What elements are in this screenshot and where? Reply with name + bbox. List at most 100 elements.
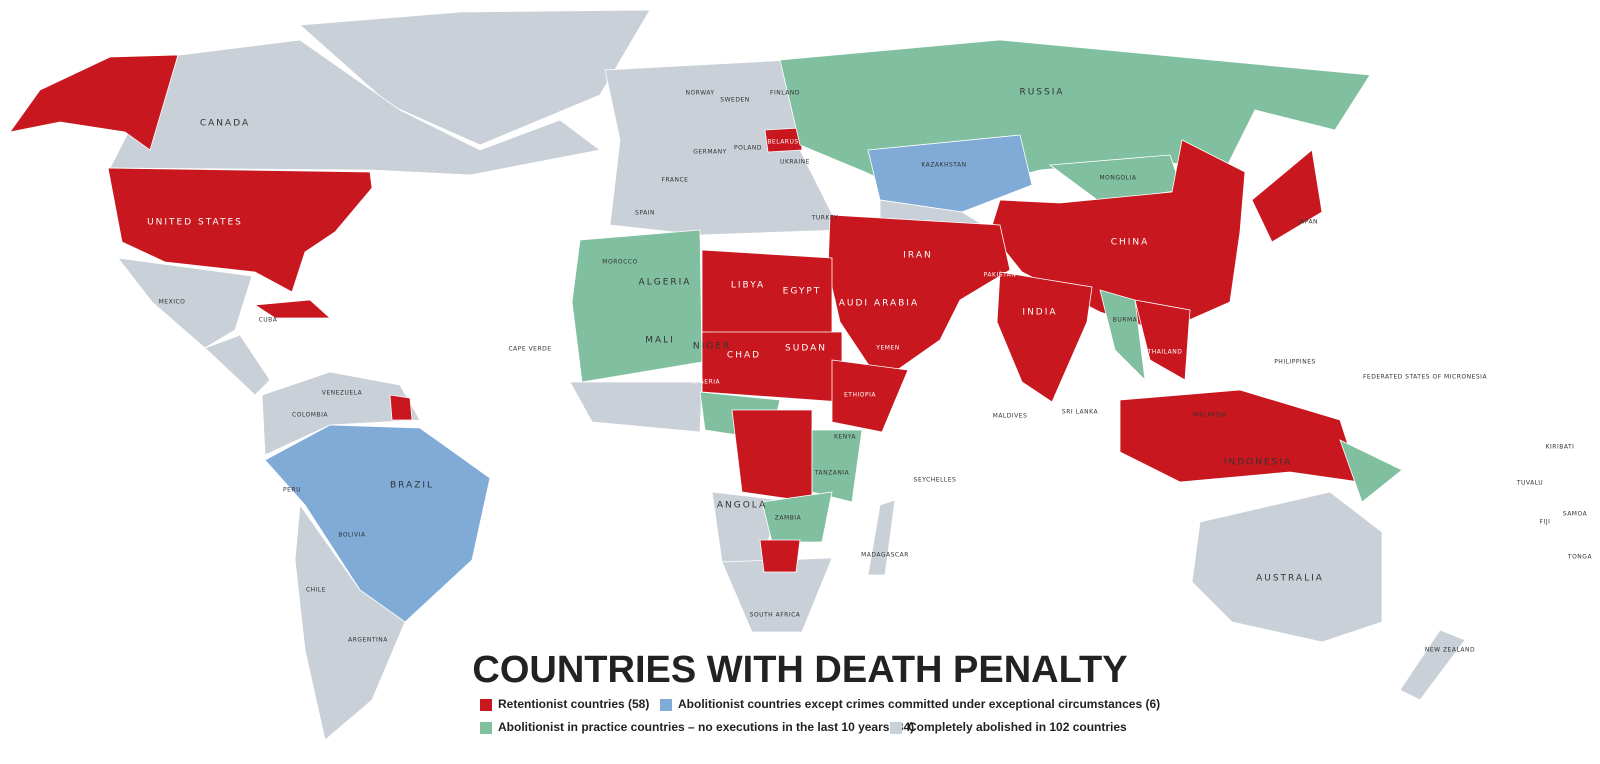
country-label: MOROCCO [602, 259, 637, 266]
new-zealand [1399, 629, 1466, 701]
indonesia [1119, 389, 1361, 483]
country-label: MALI [645, 336, 675, 346]
country-label: SUDAN [785, 344, 827, 354]
horn-of-africa [831, 359, 909, 433]
country-label: PHILIPPINES [1274, 359, 1316, 366]
country-label: SOUTH AFRICA [750, 612, 801, 619]
country-label: TUVALU [1516, 480, 1543, 487]
thailand-vietnam [1134, 299, 1191, 381]
australia [1191, 491, 1383, 643]
caribbean [253, 299, 332, 319]
country-label: ARGENTINA [348, 637, 388, 644]
legend-label: Completely abolished in 102 countries [908, 720, 1127, 734]
country-label: PERU [283, 487, 301, 494]
country-label: MEXICO [159, 299, 186, 306]
united-states [107, 167, 373, 293]
east-africa [811, 429, 863, 503]
country-label: MALAYSIA [1193, 412, 1227, 419]
country-label: COLOMBIA [292, 412, 328, 419]
legend-swatch [480, 722, 492, 734]
country-label: JAPAN [1297, 219, 1318, 226]
country-label: BELARUS [767, 139, 798, 146]
canada [109, 39, 601, 176]
country-label: KAZAKHSTAN [921, 162, 966, 169]
country-label: INDIA [1022, 308, 1057, 318]
country-label: SEYCHELLES [914, 477, 957, 484]
country-label: TONGA [1567, 554, 1593, 561]
country-label: SWEDEN [720, 97, 749, 104]
legend-swatch [660, 699, 672, 711]
country-label: EGYPT [783, 287, 822, 297]
country-label: PAKISTAN [984, 272, 1017, 279]
country-label: ZAMBIA [775, 515, 802, 522]
country-label: CANADA [200, 119, 250, 129]
kazakhstan [867, 134, 1033, 213]
country-label: TURKEY [811, 215, 839, 222]
country-label: CUBA [259, 317, 278, 324]
country-label: UKRAINE [780, 159, 810, 166]
legend-swatch [480, 699, 492, 711]
country-label: VENEZUELA [322, 390, 363, 397]
country-label: NIGERIA [692, 379, 721, 386]
mexico [117, 257, 253, 349]
country-label: CHINA [1111, 238, 1150, 248]
country-label: RUSSIA [1019, 88, 1064, 98]
country-label: SAUDI ARABIA [831, 299, 919, 309]
country-label: CHILE [306, 587, 326, 594]
country-label: ETHIOPIA [844, 392, 876, 399]
central-america [204, 334, 271, 396]
india [996, 271, 1093, 403]
country-label: CHAD [727, 351, 761, 361]
country-label: ALGERIA [639, 278, 692, 288]
legend: Retentionist countries (58) Abolitionist … [480, 697, 1160, 734]
botswana [759, 539, 801, 573]
legend-label: Abolitionist in practice countries – no … [498, 720, 914, 734]
country-label: CAPE VERDE [508, 346, 551, 353]
japan [1251, 149, 1323, 243]
country-label: SPAIN [635, 210, 655, 217]
guyana [389, 394, 413, 421]
country-label: NIGER [693, 342, 731, 352]
papua [1339, 439, 1403, 503]
country-label: INDONESIA [1224, 458, 1292, 468]
labels: CANADA UNITED STATES MEXICO CUBA COLOMBI… [147, 88, 1592, 654]
south-cone [294, 503, 406, 741]
land [9, 9, 1466, 741]
north-africa [571, 229, 703, 383]
country-label: UNITED STATES [147, 218, 243, 228]
country-label: YEMEN [875, 345, 899, 352]
country-label: IRAN [903, 251, 932, 261]
country-label: MALDIVES [993, 413, 1028, 420]
north-south-america [261, 371, 421, 456]
country-label: TANZANIA [814, 470, 850, 477]
alaska [9, 54, 179, 151]
country-label: AUSTRALIA [1256, 574, 1324, 584]
country-label: FRANCE [662, 177, 689, 184]
country-label: THAILAND [1147, 349, 1183, 356]
country-label: KENYA [834, 434, 856, 441]
country-label: GERMANY [693, 149, 727, 156]
country-label: MONGOLIA [1100, 175, 1137, 182]
country-label: FINLAND [770, 90, 800, 97]
country-label: BOLIVIA [338, 532, 366, 539]
country-label: ANGOLA [717, 501, 767, 511]
country-label: BURMA [1113, 317, 1138, 324]
west-africa [569, 381, 703, 433]
country-label: SAMOA [1563, 511, 1588, 518]
belarus [764, 127, 803, 153]
legend-label: Retentionist countries (58) [498, 697, 649, 711]
country-label: POLAND [734, 145, 762, 152]
country-label: KIRIBATI [1546, 444, 1575, 451]
country-label: FIJI [1540, 519, 1551, 526]
legend-swatch [890, 722, 902, 734]
brazil [264, 424, 491, 623]
country-label: NEW ZEALAND [1425, 647, 1475, 654]
drc [731, 409, 813, 503]
burma [1099, 289, 1146, 382]
country-label: NORWAY [685, 90, 714, 97]
country-label: MADAGASCAR [861, 552, 909, 559]
country-label: LIBYA [731, 281, 765, 291]
map-title: COUNTRIES WITH DEATH PENALTY [472, 649, 1127, 691]
country-label: FEDERATED STATES OF MICRONESIA [1363, 374, 1487, 381]
